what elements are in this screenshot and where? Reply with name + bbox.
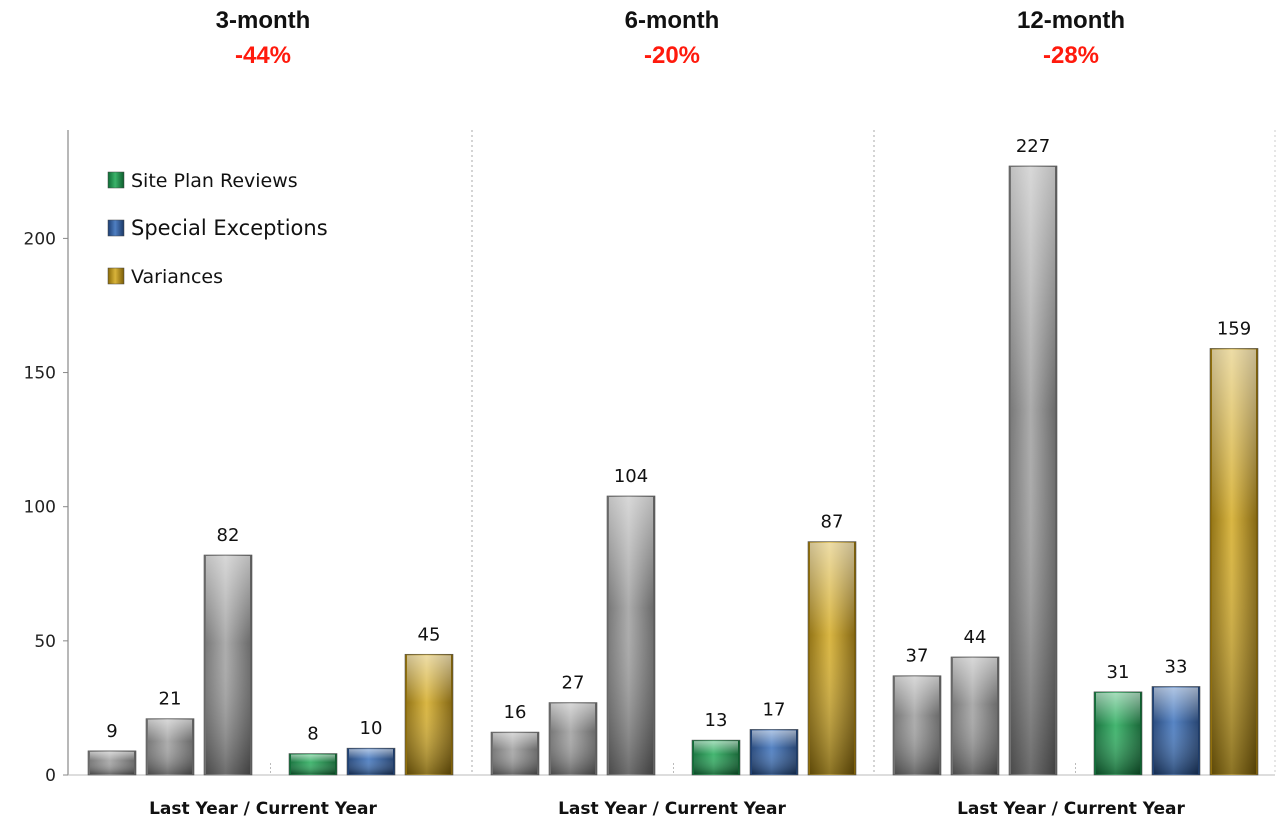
data-label: 82 [217, 525, 240, 546]
bar-shading [407, 655, 451, 774]
data-label: 159 [1217, 318, 1251, 339]
legend: Site Plan Reviews Special Exceptions Varia… [107, 170, 328, 288]
bar-shading [206, 555, 250, 774]
data-label: 13 [705, 710, 728, 731]
legend-swatch-variances [107, 267, 125, 285]
bar-shading [1096, 692, 1140, 774]
data-label: 33 [1165, 656, 1188, 677]
data-label: 9 [106, 721, 117, 742]
y-tick-label: 150 [24, 364, 56, 384]
bar-shading [609, 496, 653, 774]
panel-xlabel: Last Year / Current Year [957, 799, 1185, 819]
data-label: 87 [821, 512, 844, 533]
data-label: 45 [418, 624, 441, 645]
labels: 3-month-44%Last Year / Current Year92182… [106, 7, 1251, 819]
axes: 0 50 100 150 200 [24, 130, 1276, 786]
legend-swatch-site-plan [107, 171, 125, 189]
bar-shading [493, 733, 537, 774]
bar-shading [810, 542, 854, 774]
bar-shading [953, 657, 997, 774]
legend-label-variances: Variances [131, 266, 223, 288]
data-label: 31 [1107, 662, 1130, 683]
bar-shading [1011, 166, 1055, 775]
bar-shading [148, 719, 192, 774]
data-label: 21 [159, 689, 182, 710]
legend-swatch-special-exceptions [107, 219, 125, 237]
data-label: 44 [964, 627, 987, 648]
panel-change: -28% [1043, 42, 1099, 69]
y-tick-label: 100 [24, 498, 56, 518]
y-tick-label: 0 [45, 766, 56, 786]
bar-shading [895, 676, 939, 774]
bar-shading [90, 751, 134, 774]
panel-title: 12-month [1017, 7, 1125, 34]
bar-shading [551, 703, 595, 774]
bar-shading [349, 749, 393, 774]
bar-shading [291, 754, 335, 774]
bar-shading [1154, 687, 1198, 774]
panel-title: 6-month [625, 7, 720, 34]
data-label: 10 [360, 718, 383, 739]
legend-label-special-exceptions: Special Exceptions [131, 216, 328, 240]
data-label: 8 [307, 724, 318, 745]
panel-change: -20% [644, 42, 700, 69]
legend-label-site-plan: Site Plan Reviews [131, 170, 298, 192]
panel-title: 3-month [216, 7, 311, 34]
data-label: 104 [614, 466, 648, 487]
bar-shading [694, 741, 738, 774]
panel-xlabel: Last Year / Current Year [149, 799, 377, 819]
data-label: 17 [763, 699, 786, 720]
panel-xlabel: Last Year / Current Year [558, 799, 786, 819]
data-label: 27 [562, 673, 585, 694]
data-label: 16 [504, 702, 527, 723]
y-tick-label: 200 [24, 229, 56, 249]
bars [87, 165, 1259, 776]
bar-shading [1212, 349, 1256, 774]
bar-shading [752, 730, 796, 774]
data-label: 227 [1016, 136, 1050, 157]
panel-change: -44% [235, 42, 291, 69]
data-label: 37 [906, 646, 929, 667]
y-tick-label: 50 [34, 632, 56, 652]
